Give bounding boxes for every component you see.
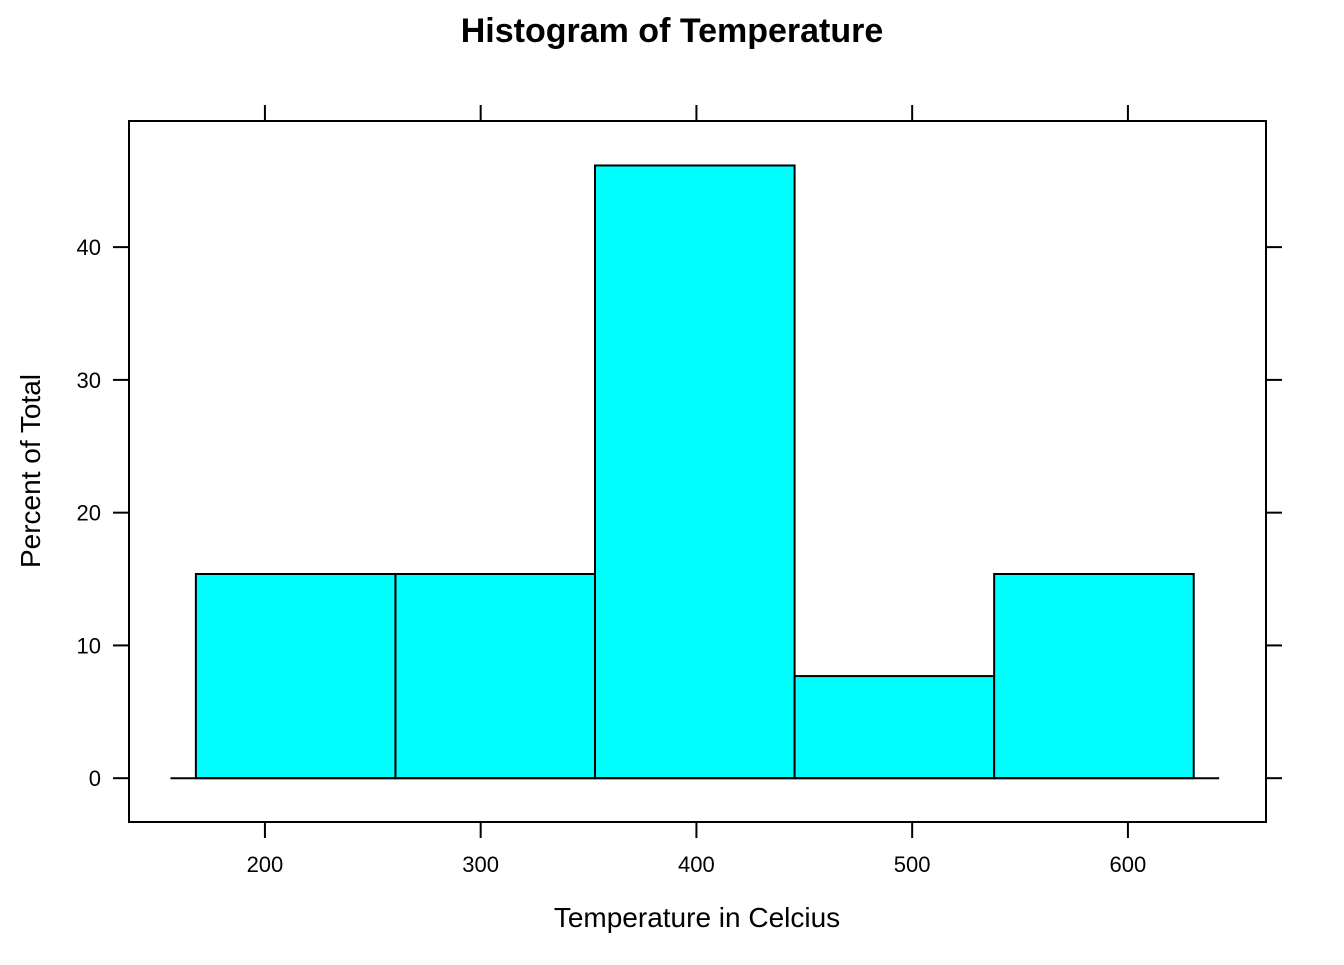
x-tick-label: 500 bbox=[894, 852, 931, 877]
y-axis-label: Percent of Total bbox=[15, 374, 46, 568]
x-tick-label: 300 bbox=[462, 852, 499, 877]
histogram-bar-2 bbox=[394, 572, 597, 780]
x-axis-label: Temperature in Celcius bbox=[554, 902, 840, 933]
histogram-bar-5 bbox=[993, 572, 1195, 780]
histogram-bar-3 bbox=[594, 164, 796, 780]
plot-frame bbox=[128, 120, 1267, 823]
y-tick-label: 20 bbox=[77, 501, 101, 526]
x-tick-label: 200 bbox=[247, 852, 284, 877]
chart-title: Histogram of Temperature bbox=[461, 12, 884, 50]
y-tick-label: 40 bbox=[77, 235, 101, 260]
y-tick-label: 10 bbox=[77, 633, 101, 658]
histogram-bar-1 bbox=[194, 572, 397, 780]
histogram-bar-4 bbox=[793, 675, 996, 780]
axis-ticks: 200 300 400 500 600 0 10 20 30 40 bbox=[77, 105, 1282, 877]
histogram-bars bbox=[194, 164, 1195, 780]
y-tick-label: 0 bbox=[89, 766, 101, 791]
x-tick-label: 400 bbox=[678, 852, 715, 877]
y-tick-label: 30 bbox=[77, 368, 101, 393]
x-tick-label: 600 bbox=[1110, 852, 1147, 877]
